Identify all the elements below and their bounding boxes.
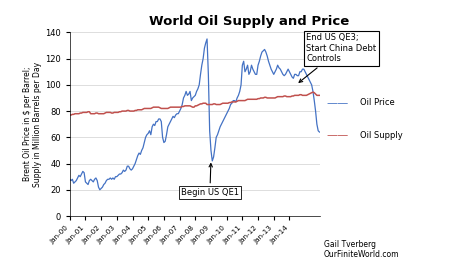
Oil Supply (97, 112, 103, 115)
Oil Supply (168, 106, 173, 109)
Text: Oil Price: Oil Price (360, 98, 395, 107)
Text: ——: —— (326, 97, 348, 108)
Oil Price (171, 116, 177, 119)
Oil Price (227, 107, 232, 110)
Text: ——: —— (326, 130, 348, 140)
Oil Price (99, 187, 104, 190)
Text: Begin US QE1: Begin US QE1 (181, 164, 239, 197)
Oil Supply (210, 103, 215, 106)
Oil Price (67, 178, 72, 181)
Oil Price (317, 130, 322, 134)
Oil Price (169, 117, 175, 121)
Oil Price (204, 37, 210, 40)
Oil Supply (67, 113, 72, 117)
Text: End US QE3;
Start China Debt
Controls: End US QE3; Start China Debt Controls (299, 33, 377, 82)
Oil Supply (224, 102, 230, 105)
Text: Oil Supply: Oil Supply (360, 130, 403, 140)
Line: Oil Supply: Oil Supply (70, 92, 320, 115)
Text: Gail Tverberg
OurFiniteWorld.com: Gail Tverberg OurFiniteWorld.com (324, 240, 400, 259)
Title: World Oil Supply and Price: World Oil Supply and Price (149, 15, 350, 28)
Oil Supply (310, 90, 315, 94)
Oil Price (194, 90, 199, 93)
Oil Price (97, 188, 103, 191)
Oil Price (212, 146, 218, 149)
Y-axis label: Brent Oil Price in $ per Barrel;
Supply in Million Barrels per Day: Brent Oil Price in $ per Barrel; Supply … (23, 62, 42, 187)
Oil Supply (317, 94, 322, 97)
Oil Supply (171, 106, 176, 109)
Line: Oil Price: Oil Price (70, 39, 320, 190)
Oil Supply (193, 104, 198, 107)
